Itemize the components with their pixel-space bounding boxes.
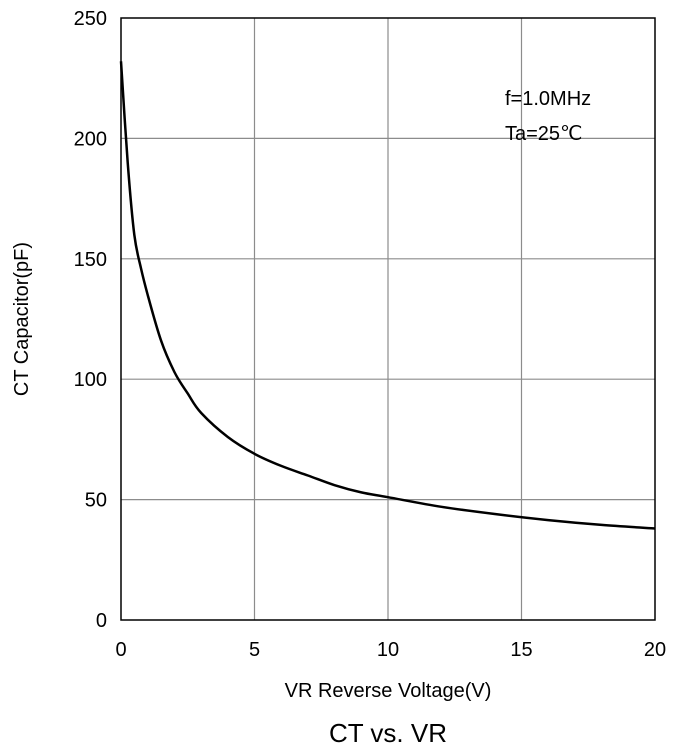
x-tick-label: 15 — [510, 639, 532, 661]
series-line — [119, 61, 656, 530]
x-tick-label: 20 — [644, 639, 666, 661]
y-axis-label: CT Capacitor(pF) — [11, 242, 33, 396]
plot-frame — [120, 17, 656, 621]
y-tick-labels: 0 50 100 150 200 250 — [74, 8, 107, 632]
annotation-frequency: f=1.0MHz — [505, 88, 591, 110]
annotation-temperature: Ta=25℃ — [505, 123, 583, 145]
x-tick-label: 10 — [377, 639, 399, 661]
chart-title: CT vs. VR — [329, 718, 447, 748]
y-tick-label: 50 — [85, 490, 107, 512]
x-tick-label: 0 — [115, 639, 126, 661]
y-tick-label: 100 — [74, 369, 107, 391]
grid — [121, 18, 655, 620]
y-tick-label: 150 — [74, 249, 107, 271]
y-tick-label: 200 — [74, 128, 107, 150]
x-axis-label: VR Reverse Voltage(V) — [285, 680, 492, 702]
y-tick-label: 250 — [74, 8, 107, 30]
y-tick-label: 0 — [96, 610, 107, 632]
x-tick-labels: 0 5 10 15 20 — [115, 639, 666, 661]
x-tick-label: 5 — [249, 639, 260, 661]
